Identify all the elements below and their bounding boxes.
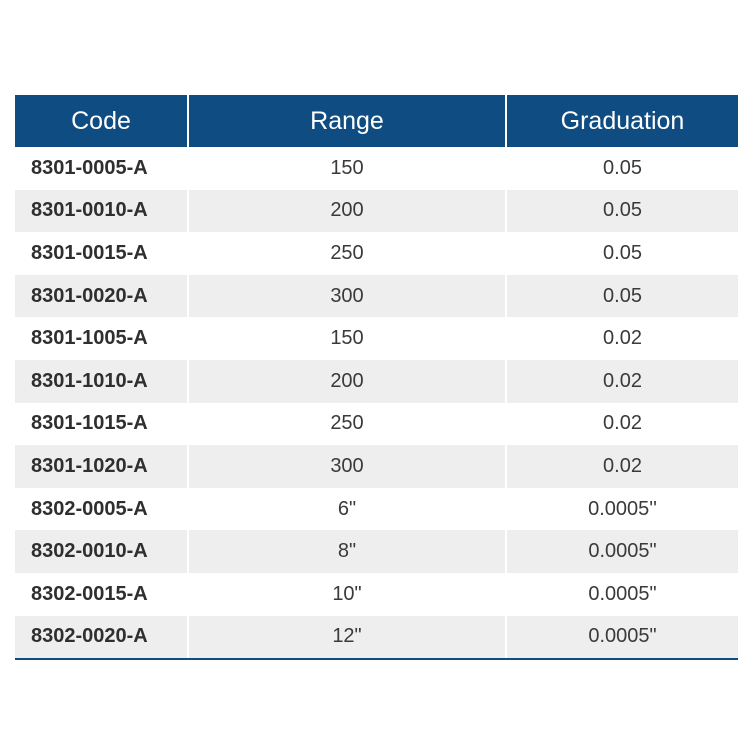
header-range: Range <box>188 95 507 147</box>
header-code: Code <box>15 95 189 147</box>
cell-range: 150 <box>188 317 507 360</box>
table-row: 8301-1005-A 150 0.02 <box>15 317 738 360</box>
cell-graduation: 0.02 <box>506 317 738 360</box>
table-row: 8301-1020-A 300 0.02 <box>15 445 738 488</box>
cell-graduation: 0.02 <box>506 445 738 488</box>
table-body: 8301-0005-A 150 0.05 8301-0010-A 200 0.0… <box>15 147 738 661</box>
cell-range: 300 <box>188 274 507 318</box>
table-header: Code Range Graduation <box>15 95 738 147</box>
cell-graduation: 0.0005" <box>506 615 738 661</box>
cell-range: 250 <box>188 232 507 275</box>
cell-code: 8301-0010-A <box>15 189 189 233</box>
cell-graduation: 0.0005'' <box>506 487 738 531</box>
cell-code: 8301-1020-A <box>15 445 189 488</box>
cell-code: 8301-0020-A <box>15 274 189 318</box>
table-row: 8301-0015-A 250 0.05 <box>15 232 738 275</box>
cell-range: 150 <box>188 147 507 190</box>
table-row: 8301-0005-A 150 0.05 <box>15 147 738 190</box>
cell-graduation: 0.05 <box>506 147 738 190</box>
table-row: 8302-0010-A 8" 0.0005" <box>15 530 738 573</box>
cell-code: 8301-1015-A <box>15 402 189 446</box>
table-row: 8301-0020-A 300 0.05 <box>15 274 738 318</box>
cell-range: 8" <box>188 530 507 573</box>
cell-code: 8302-0005-A <box>15 487 189 531</box>
cell-graduation: 0.02 <box>506 359 738 403</box>
table-row: 8302-0005-A 6" 0.0005'' <box>15 487 738 531</box>
cell-range: 250 <box>188 402 507 446</box>
cell-graduation: 0.05 <box>506 189 738 233</box>
table-row: 8302-0020-A 12" 0.0005" <box>15 615 738 661</box>
cell-code: 8302-0020-A <box>15 615 189 661</box>
table-row: 8302-0015-A 10" 0.0005" <box>15 572 738 616</box>
spec-table: Code Range Graduation 8301-0005-A 150 0.… <box>15 95 738 661</box>
cell-graduation: 0.0005" <box>506 530 738 573</box>
cell-graduation: 0.05 <box>506 274 738 318</box>
cell-code: 8302-0010-A <box>15 530 189 573</box>
header-graduation: Graduation <box>506 95 738 147</box>
spec-table-container: Code Range Graduation 8301-0005-A 150 0.… <box>15 95 738 661</box>
cell-range: 200 <box>188 359 507 403</box>
cell-range: 200 <box>188 189 507 233</box>
cell-graduation: 0.05 <box>506 232 738 275</box>
cell-code: 8301-1010-A <box>15 359 189 403</box>
cell-graduation: 0.0005" <box>506 572 738 616</box>
cell-range: 10" <box>188 572 507 616</box>
cell-code: 8302-0015-A <box>15 572 189 616</box>
cell-code: 8301-1005-A <box>15 317 189 360</box>
cell-range: 12" <box>188 615 507 661</box>
cell-range: 6" <box>188 487 507 531</box>
cell-graduation: 0.02 <box>506 402 738 446</box>
table-row: 8301-1015-A 250 0.02 <box>15 402 738 446</box>
cell-range: 300 <box>188 445 507 488</box>
cell-code: 8301-0005-A <box>15 147 189 190</box>
cell-code: 8301-0015-A <box>15 232 189 275</box>
header-row: Code Range Graduation <box>15 95 738 147</box>
table-row: 8301-0010-A 200 0.05 <box>15 189 738 233</box>
table-row: 8301-1010-A 200 0.02 <box>15 359 738 403</box>
